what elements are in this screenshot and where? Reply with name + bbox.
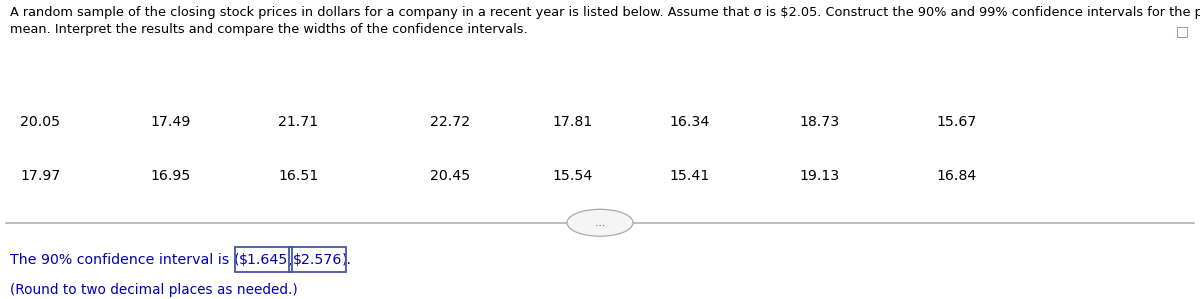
Text: 15.67: 15.67 bbox=[936, 115, 977, 129]
Text: 15.54: 15.54 bbox=[552, 169, 593, 183]
Text: ).: ). bbox=[342, 253, 352, 267]
Text: 20.05: 20.05 bbox=[20, 115, 60, 129]
Text: A random sample of the closing stock prices in dollars for a company in a recent: A random sample of the closing stock pri… bbox=[10, 6, 1200, 36]
Text: 17.81: 17.81 bbox=[552, 115, 592, 129]
Text: 19.13: 19.13 bbox=[799, 169, 840, 183]
Text: ,: , bbox=[288, 253, 293, 267]
Text: 17.49: 17.49 bbox=[150, 115, 191, 129]
Text: 16.51: 16.51 bbox=[278, 169, 319, 183]
Text: The 90% confidence interval is: The 90% confidence interval is bbox=[10, 253, 233, 267]
Text: (Round to two decimal places as needed.): (Round to two decimal places as needed.) bbox=[10, 283, 298, 297]
Text: 16.34: 16.34 bbox=[670, 115, 710, 129]
Text: 20.45: 20.45 bbox=[430, 169, 470, 183]
Text: 16.84: 16.84 bbox=[936, 169, 977, 183]
Text: $2.576: $2.576 bbox=[293, 253, 342, 267]
Text: 21.71: 21.71 bbox=[278, 115, 318, 129]
Text: 16.95: 16.95 bbox=[150, 169, 191, 183]
Text: □: □ bbox=[1176, 24, 1189, 38]
Ellipse shape bbox=[568, 209, 634, 236]
Text: (: ( bbox=[233, 253, 239, 267]
Text: 22.72: 22.72 bbox=[430, 115, 469, 129]
Text: $1.645: $1.645 bbox=[239, 253, 288, 267]
Text: …: … bbox=[595, 218, 605, 228]
Text: 18.73: 18.73 bbox=[799, 115, 840, 129]
Text: 15.41: 15.41 bbox=[670, 169, 710, 183]
Text: 17.97: 17.97 bbox=[20, 169, 61, 183]
